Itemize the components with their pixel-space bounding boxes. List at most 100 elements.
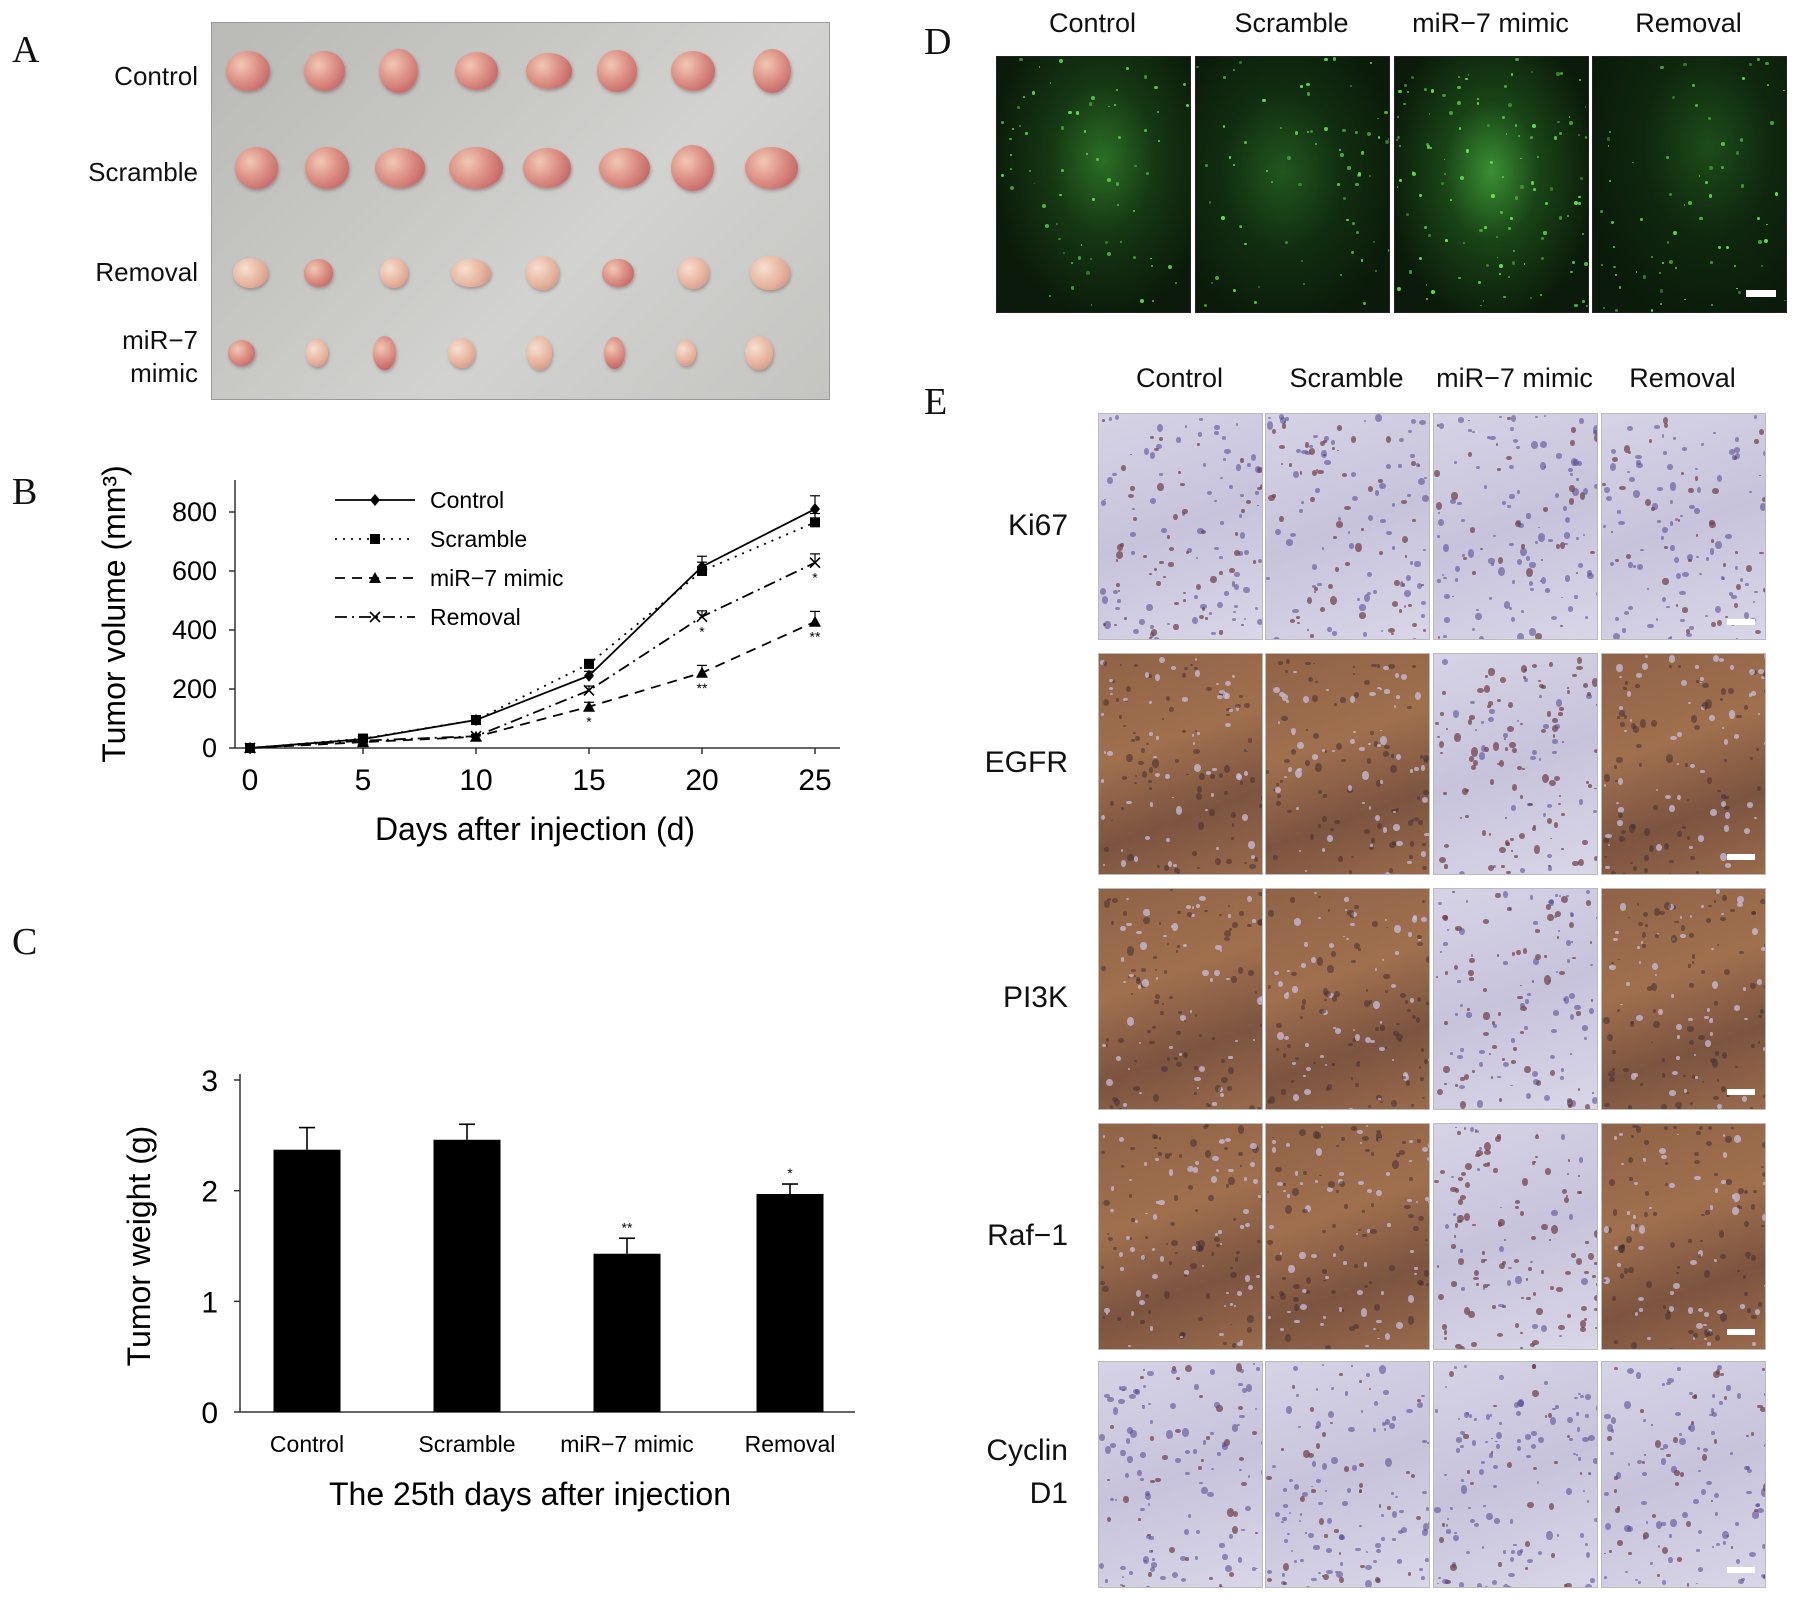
stained-nucleus bbox=[1764, 1284, 1765, 1287]
stained-nucleus bbox=[1659, 1148, 1667, 1155]
fluorescent-cell bbox=[1457, 101, 1461, 106]
stained-nucleus bbox=[1695, 871, 1699, 874]
stained-nucleus bbox=[1666, 605, 1670, 608]
stained-nucleus bbox=[1656, 1520, 1663, 1530]
stained-nucleus bbox=[1149, 787, 1153, 791]
stained-nucleus bbox=[1125, 1472, 1129, 1478]
tumor-sample bbox=[750, 256, 790, 290]
stained-nucleus bbox=[1414, 1272, 1417, 1276]
stained-nucleus bbox=[1360, 1308, 1367, 1317]
fluorescent-cell bbox=[1449, 199, 1452, 202]
stained-nucleus bbox=[1351, 436, 1357, 443]
stained-nucleus bbox=[1363, 593, 1371, 602]
stained-nucleus bbox=[1407, 1198, 1413, 1202]
stained-nucleus bbox=[1218, 1229, 1223, 1235]
stained-nucleus bbox=[1318, 895, 1321, 898]
stained-nucleus bbox=[1226, 858, 1232, 865]
stained-nucleus bbox=[1134, 774, 1137, 777]
stained-nucleus bbox=[1171, 796, 1174, 799]
stained-nucleus bbox=[1408, 855, 1414, 860]
stained-nucleus bbox=[1299, 1513, 1303, 1517]
stained-nucleus bbox=[1720, 912, 1724, 916]
stained-nucleus bbox=[1283, 1053, 1287, 1058]
stained-nucleus bbox=[1640, 1409, 1644, 1414]
stained-nucleus bbox=[1155, 1157, 1160, 1161]
stained-nucleus bbox=[1311, 1489, 1316, 1493]
stained-nucleus bbox=[1172, 1572, 1179, 1578]
stained-nucleus bbox=[1482, 919, 1489, 924]
stained-nucleus bbox=[1582, 487, 1589, 496]
stained-nucleus bbox=[1384, 919, 1388, 921]
stained-nucleus bbox=[1532, 1078, 1539, 1086]
stained-nucleus bbox=[1497, 1075, 1501, 1079]
stained-nucleus bbox=[1722, 1541, 1727, 1545]
stained-nucleus bbox=[1758, 428, 1765, 435]
stained-nucleus bbox=[1376, 744, 1381, 747]
stained-nucleus bbox=[1520, 1211, 1525, 1217]
stained-nucleus bbox=[1324, 435, 1329, 442]
stained-nucleus bbox=[1261, 796, 1262, 800]
stained-nucleus bbox=[1354, 1263, 1359, 1268]
stained-nucleus bbox=[1476, 1168, 1481, 1172]
stained-nucleus bbox=[1733, 734, 1740, 739]
stained-nucleus bbox=[1133, 731, 1137, 735]
stained-nucleus bbox=[1723, 1134, 1726, 1138]
stained-nucleus bbox=[1147, 913, 1150, 916]
stained-nucleus bbox=[1241, 1387, 1248, 1393]
stained-nucleus bbox=[1254, 606, 1259, 611]
stained-nucleus bbox=[1735, 551, 1739, 554]
panel-d-column-label-1: Scramble bbox=[1234, 8, 1349, 38]
stained-nucleus bbox=[1417, 938, 1421, 942]
stained-nucleus bbox=[1541, 1223, 1548, 1231]
stained-nucleus bbox=[1283, 1190, 1287, 1192]
stained-nucleus bbox=[1271, 1136, 1275, 1139]
stained-nucleus bbox=[1495, 1440, 1498, 1443]
stained-nucleus bbox=[1320, 1125, 1324, 1129]
stained-nucleus bbox=[1109, 416, 1113, 422]
stained-nucleus bbox=[1759, 1008, 1764, 1014]
stained-nucleus bbox=[1111, 1097, 1119, 1102]
stained-nucleus bbox=[1714, 1439, 1718, 1444]
stained-nucleus bbox=[1327, 835, 1333, 842]
stained-nucleus bbox=[1127, 1068, 1130, 1071]
fluorescent-cell bbox=[1214, 275, 1219, 280]
stained-nucleus bbox=[1737, 895, 1745, 903]
fluorescent-cell bbox=[1115, 182, 1120, 186]
stained-nucleus bbox=[1482, 1287, 1486, 1290]
fluorescent-cell bbox=[1698, 175, 1701, 177]
stained-nucleus bbox=[1527, 1501, 1534, 1508]
stained-nucleus bbox=[1527, 802, 1533, 806]
stained-nucleus bbox=[1260, 1024, 1262, 1028]
stained-nucleus bbox=[1748, 692, 1752, 698]
stained-nucleus bbox=[1258, 892, 1262, 897]
stained-nucleus bbox=[1628, 1463, 1631, 1466]
stained-nucleus bbox=[1715, 1051, 1719, 1056]
stained-nucleus bbox=[1585, 1552, 1590, 1558]
stained-nucleus bbox=[1130, 1430, 1137, 1438]
stained-nucleus bbox=[1564, 575, 1571, 582]
fluorescent-cell bbox=[1011, 127, 1015, 130]
stained-nucleus bbox=[1413, 1225, 1419, 1231]
stained-nucleus bbox=[1529, 588, 1534, 592]
stained-nucleus bbox=[1749, 668, 1756, 676]
stained-nucleus bbox=[1298, 850, 1301, 853]
fluorescent-cell bbox=[1196, 65, 1199, 68]
stained-nucleus bbox=[1603, 1225, 1610, 1234]
stained-nucleus bbox=[1155, 674, 1161, 681]
fluorescent-cell bbox=[1501, 115, 1506, 119]
stained-nucleus bbox=[1105, 1445, 1112, 1454]
stained-nucleus bbox=[1311, 1577, 1317, 1582]
stained-nucleus bbox=[1669, 665, 1672, 669]
stained-nucleus bbox=[1410, 1249, 1415, 1254]
stained-nucleus bbox=[1763, 742, 1765, 746]
stained-nucleus bbox=[1560, 847, 1564, 850]
stained-nucleus bbox=[1503, 600, 1511, 609]
stained-nucleus bbox=[1246, 924, 1252, 928]
stained-nucleus bbox=[1410, 1473, 1415, 1479]
fluorescent-cell bbox=[1424, 88, 1427, 92]
stained-nucleus bbox=[1700, 1239, 1703, 1243]
stained-nucleus bbox=[1411, 1014, 1417, 1019]
stained-nucleus bbox=[1405, 1080, 1411, 1087]
stained-nucleus bbox=[1523, 677, 1528, 683]
stained-nucleus bbox=[1479, 1062, 1484, 1067]
